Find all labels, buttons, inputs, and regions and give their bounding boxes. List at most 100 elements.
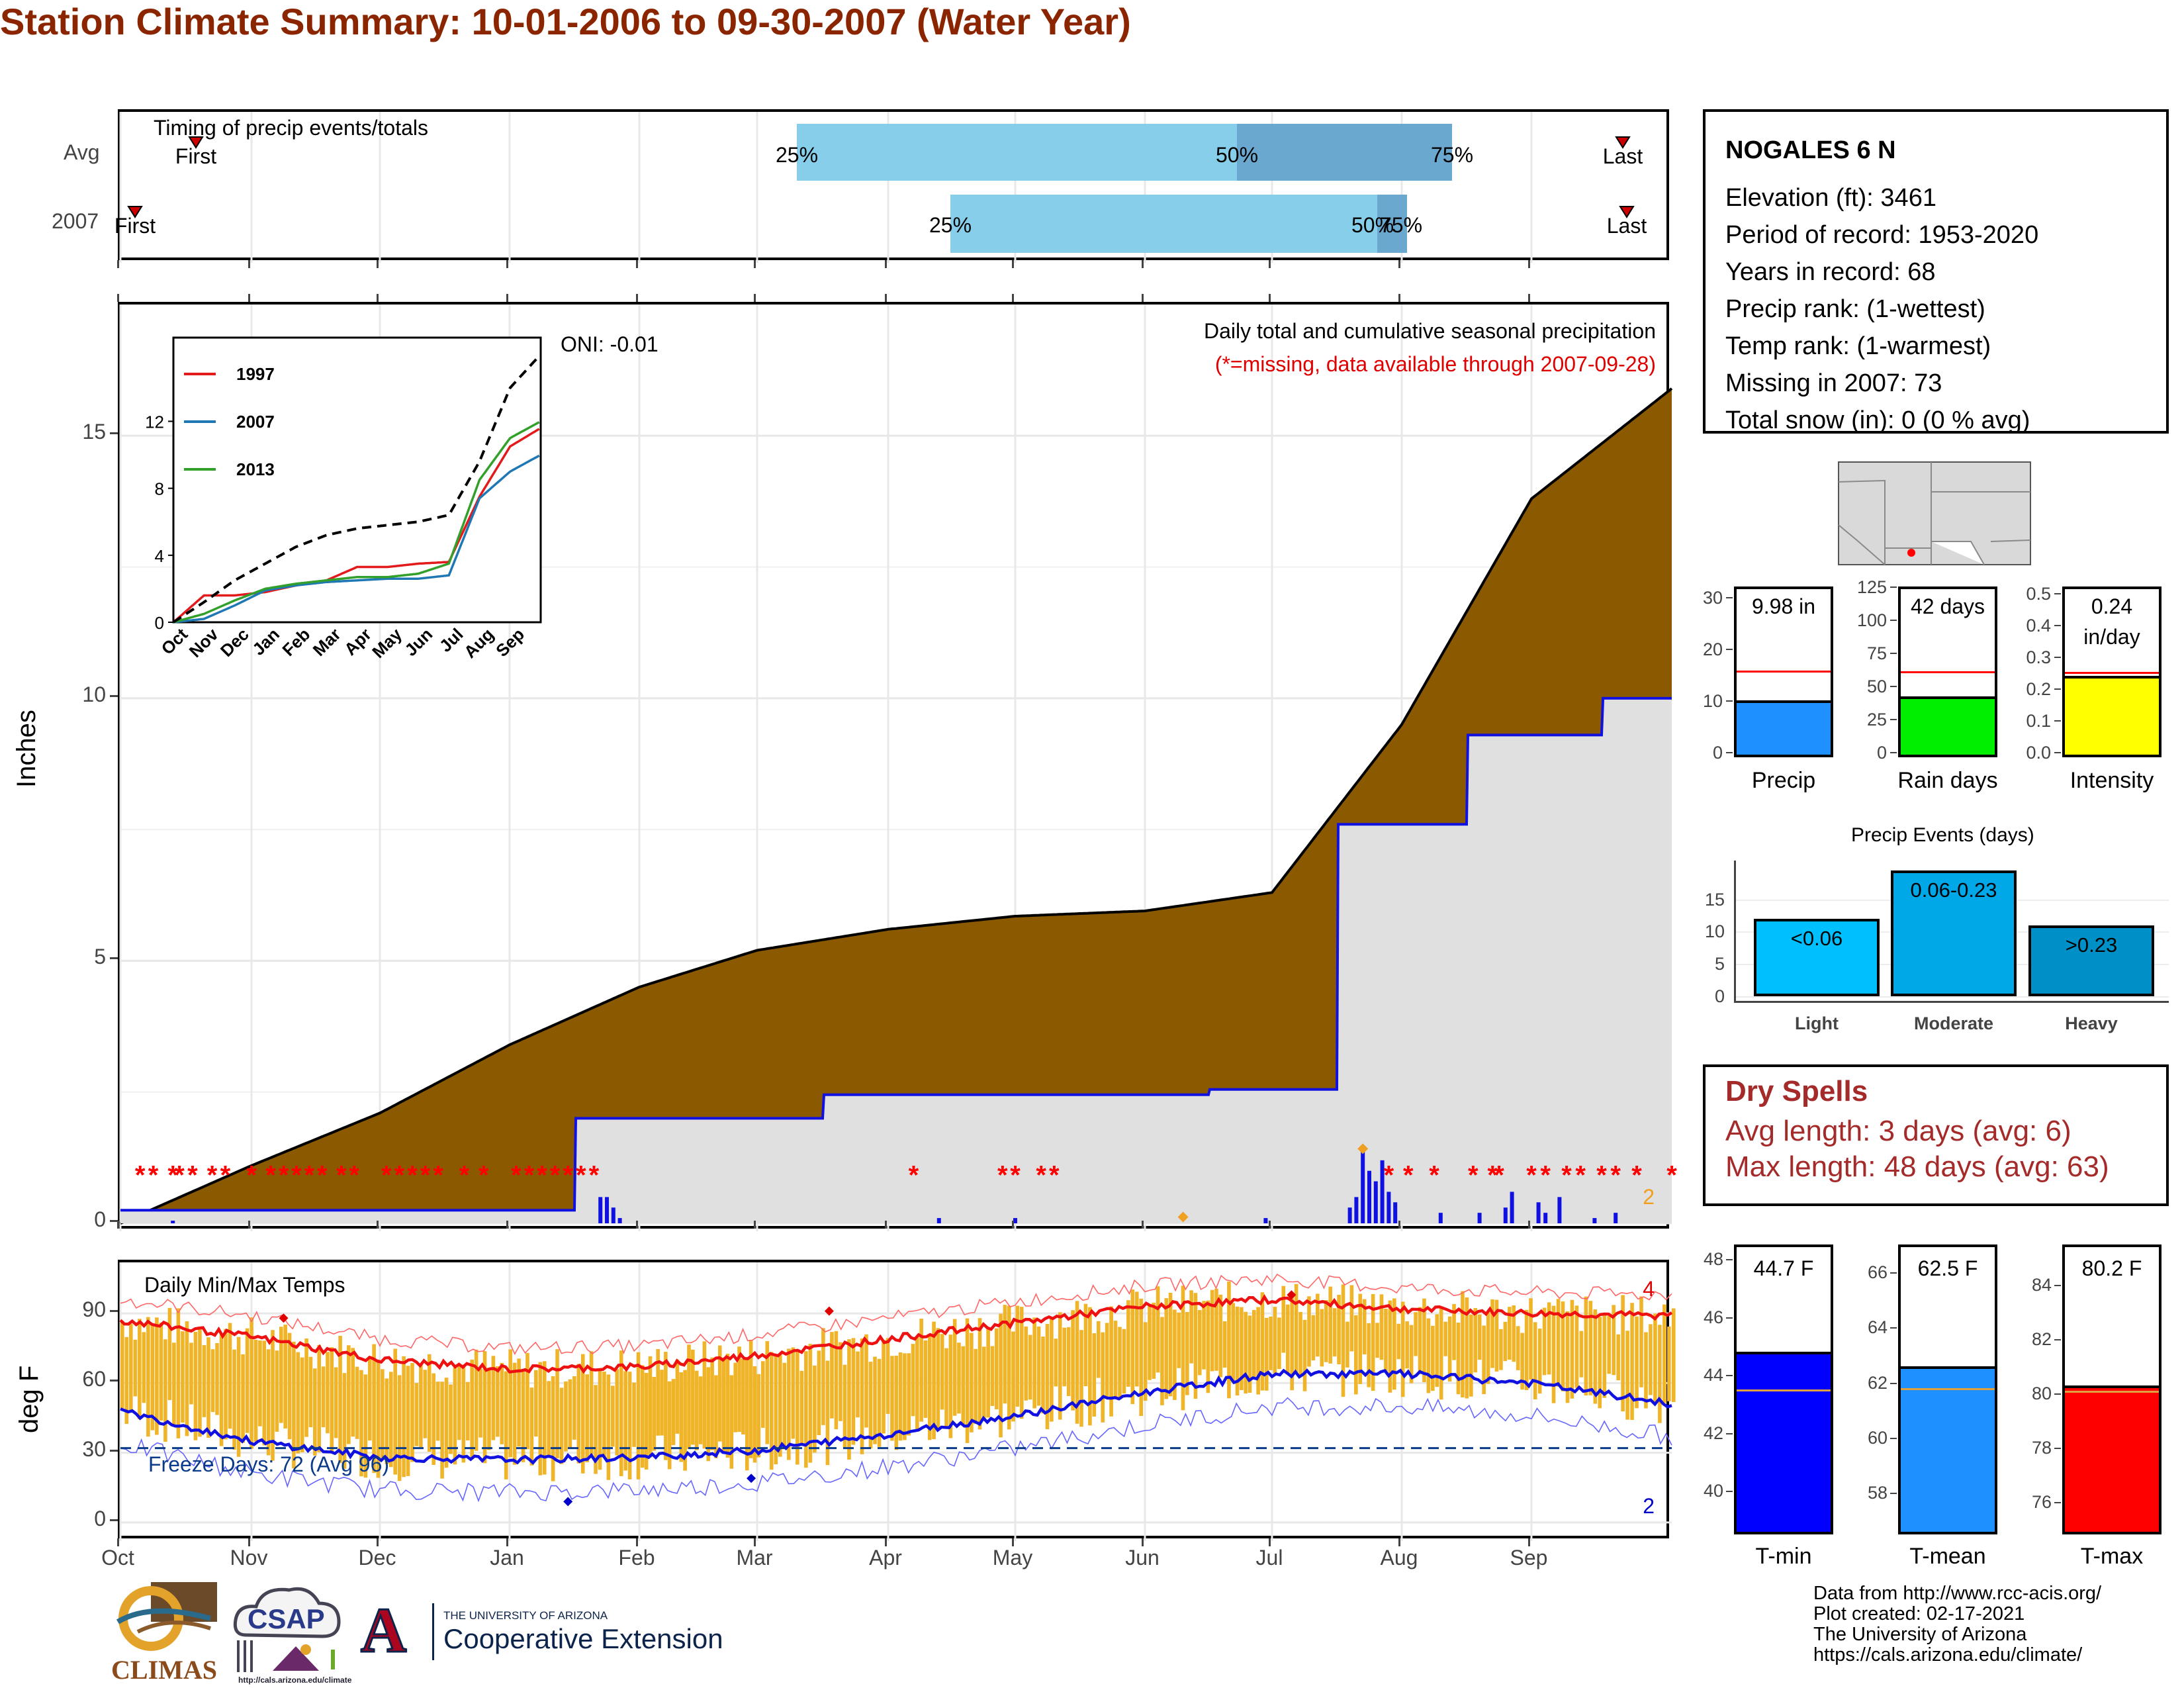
temp-daily-bar bbox=[432, 1373, 435, 1465]
footer-url: https://cals.arizona.edu/climate/ bbox=[1813, 1644, 2083, 1665]
missing-marker: * bbox=[317, 1161, 328, 1190]
month-tick bbox=[1398, 1538, 1400, 1546]
missing-marker: * bbox=[246, 1161, 257, 1190]
missing-marker: * bbox=[1010, 1161, 1021, 1190]
temp-ytick bbox=[110, 1449, 118, 1452]
temp-daily-bar bbox=[965, 1318, 970, 1443]
temp-daily-bar bbox=[1079, 1330, 1083, 1427]
mini-bar-label: Precip bbox=[1751, 768, 1816, 793]
temp-daily-bar bbox=[159, 1323, 163, 1421]
month-label: Jul bbox=[1255, 1546, 1283, 1570]
temp-daily-bar bbox=[219, 1334, 224, 1446]
month-tick bbox=[1528, 1221, 1530, 1229]
mini-bar-avg-line bbox=[1737, 670, 1831, 673]
temp-daily-bar bbox=[1456, 1323, 1461, 1395]
temp-daily-bar bbox=[478, 1368, 482, 1438]
page-title: Station Climate Summary: 10-01-2006 to 0… bbox=[0, 1, 1131, 42]
temp-daily-bar bbox=[834, 1331, 839, 1430]
temp-daily-bar bbox=[898, 1352, 903, 1441]
month-tick bbox=[506, 260, 508, 268]
temp-daily-bar bbox=[189, 1342, 193, 1405]
inset-month-label: May bbox=[368, 624, 406, 662]
events-ytick-label: 5 bbox=[1714, 954, 1725, 974]
temp-daily-bar bbox=[903, 1353, 907, 1440]
month-tick bbox=[754, 260, 756, 268]
temp-daily-bar bbox=[313, 1368, 317, 1456]
temp-daily-bar bbox=[851, 1338, 856, 1445]
temp-daily-bar bbox=[911, 1344, 915, 1417]
temp-daily-bar bbox=[258, 1340, 262, 1427]
csap-logo-text: CSAP bbox=[248, 1603, 325, 1634]
missing-marker: * bbox=[511, 1161, 522, 1190]
temp-daily-bar bbox=[1431, 1325, 1435, 1391]
temp-daily-bar bbox=[1354, 1315, 1358, 1395]
temp-daily-bar bbox=[388, 1372, 393, 1468]
temp-daily-bar bbox=[372, 1344, 376, 1474]
temp-daily-bar bbox=[1405, 1321, 1409, 1369]
temp-daily-bar bbox=[986, 1329, 990, 1418]
mini-bar-ytick-label: 125 bbox=[1856, 577, 1887, 597]
temp-bar-ytick-label: 82 bbox=[2031, 1329, 2052, 1350]
temp-daily-bar bbox=[521, 1368, 525, 1462]
missing-marker: * bbox=[459, 1161, 470, 1190]
temp-daily-bar bbox=[241, 1354, 245, 1443]
mini-bar-chart-0: 9.98 in bbox=[1734, 586, 1833, 757]
temp-daily-bar bbox=[296, 1352, 300, 1454]
temp-daily-bar bbox=[706, 1367, 711, 1462]
dry-spells-max: Max length: 48 days (avg: 63) bbox=[1725, 1150, 2109, 1183]
missing-marker: * bbox=[1468, 1161, 1479, 1190]
precip-daily-bar bbox=[1614, 1213, 1618, 1223]
missing-marker: * bbox=[1049, 1161, 1060, 1190]
temp-daily-bar bbox=[994, 1328, 999, 1409]
temp-daily-bar bbox=[423, 1370, 428, 1438]
mini-bar-value: 9.98 in bbox=[1751, 594, 1816, 618]
events-bar-label: Heavy bbox=[2065, 1013, 2118, 1033]
temp-daily-bar bbox=[474, 1349, 478, 1451]
temp-daily-bar bbox=[1584, 1296, 1588, 1396]
precip-daily-bar bbox=[1263, 1218, 1268, 1223]
precip-ytick bbox=[110, 957, 118, 960]
temp-daily-bar bbox=[1045, 1324, 1050, 1430]
temp-daily-bar bbox=[667, 1381, 672, 1470]
temp-daily-bar bbox=[1570, 1299, 1574, 1399]
precip-daily-bar bbox=[936, 1218, 941, 1223]
inset-ytick-label: 8 bbox=[155, 479, 164, 499]
temp-bar-fill bbox=[1737, 1352, 1831, 1532]
temp-bar-ytick-label: 58 bbox=[1867, 1483, 1888, 1503]
footer-university: The University of Arizona bbox=[1813, 1624, 2027, 1645]
month-tick bbox=[1142, 294, 1144, 302]
temp-daily-bar bbox=[799, 1370, 804, 1446]
temp-daily-bar bbox=[1477, 1314, 1482, 1360]
month-tick bbox=[506, 1538, 508, 1546]
temp-daily-bar bbox=[1235, 1306, 1240, 1396]
temp-daily-bar bbox=[982, 1346, 986, 1421]
month-label: May bbox=[992, 1546, 1033, 1570]
temp-daily-bar bbox=[1075, 1301, 1079, 1424]
inset-month-label: Sep bbox=[492, 624, 528, 661]
mini-bar-ytick-label: 100 bbox=[1856, 610, 1887, 630]
temp-max-count: 4 bbox=[1643, 1277, 1655, 1301]
temp-daily-bar bbox=[675, 1359, 680, 1434]
temp-daily-bar bbox=[990, 1346, 995, 1406]
missing-marker: * bbox=[174, 1161, 185, 1190]
temp-daily-bar bbox=[1621, 1295, 1625, 1412]
timing-row-avg: Avg bbox=[64, 140, 100, 164]
temp-daily-bar bbox=[585, 1374, 589, 1462]
temp-daily-bar bbox=[952, 1319, 957, 1416]
temp-bar-ytick-label: 42 bbox=[1703, 1423, 1723, 1443]
timing-text: 25% bbox=[776, 143, 818, 167]
temp-daily-bar bbox=[210, 1349, 215, 1413]
month-label: Mar bbox=[736, 1546, 773, 1570]
mini-bar-ytick-label: 0.1 bbox=[2026, 710, 2051, 731]
temp-daily-bar bbox=[664, 1352, 668, 1460]
temp-record-marker bbox=[563, 1497, 573, 1507]
month-tick bbox=[1528, 1538, 1530, 1546]
temp-daily-bar bbox=[347, 1345, 351, 1444]
temp-daily-bar bbox=[1290, 1295, 1294, 1391]
temp-bar-label: T-max bbox=[2080, 1544, 2144, 1569]
temp-daily-bar bbox=[1130, 1289, 1135, 1405]
missing-marker: * bbox=[207, 1161, 218, 1190]
timing-text: Last bbox=[1603, 144, 1643, 168]
temp-daily-bar bbox=[1469, 1314, 1473, 1397]
temp-daily-bar bbox=[1465, 1297, 1469, 1399]
